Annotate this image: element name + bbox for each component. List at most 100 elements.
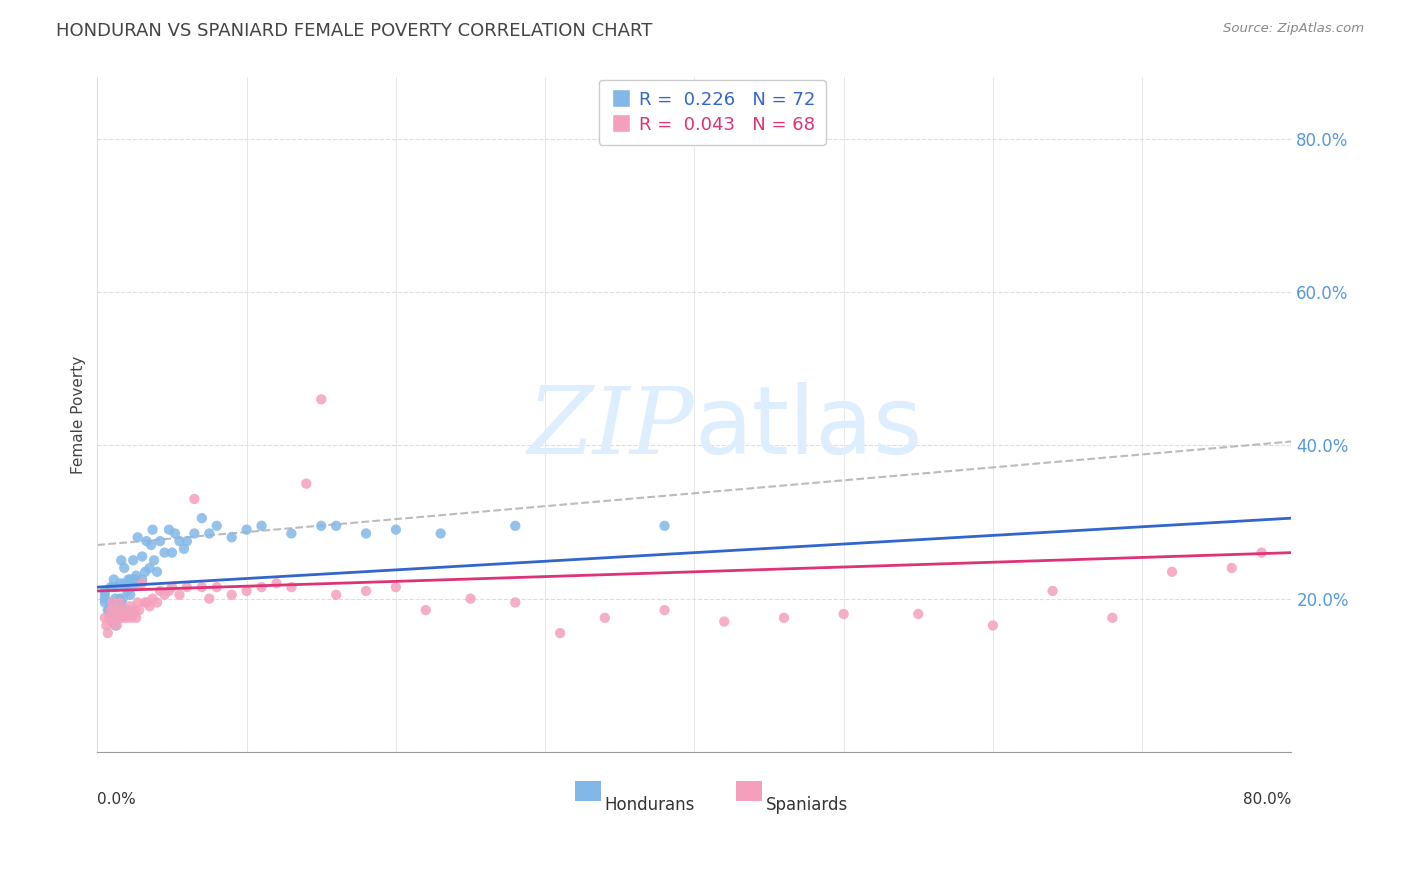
Point [96,618,118,632]
Point [169,588,191,602]
Point [122,553,145,567]
Point [131,573,153,587]
Point [713,615,735,629]
Point [149,584,172,599]
Point [98,603,121,617]
Point [460,591,482,606]
Point [385,580,408,594]
Point [121,611,143,625]
Point [503,518,526,533]
Point [112,576,135,591]
Point [654,603,676,617]
Point [198,591,221,606]
Point [100,603,122,617]
Point [309,392,332,407]
Point [124,573,146,587]
Point [134,565,156,579]
Point [176,534,198,549]
Point [429,526,451,541]
Point [138,561,160,575]
Point [131,576,153,591]
Point [160,580,183,594]
Point [97,603,120,617]
Point [1042,584,1064,599]
Point [98,611,121,625]
Point [415,603,437,617]
Point [110,607,132,621]
Point [157,584,180,599]
Point [593,611,616,625]
Point [146,565,169,579]
Point [773,611,796,625]
Point [235,523,257,537]
Point [111,591,134,606]
Point [183,526,205,541]
Point [94,584,117,599]
Point [138,599,160,614]
Point [191,580,214,594]
Point [108,599,131,614]
Point [139,538,162,552]
Point [198,526,221,541]
Point [94,595,117,609]
Point [191,511,214,525]
Point [1161,565,1184,579]
Point [115,603,138,617]
Point [127,530,149,544]
Point [153,588,176,602]
Bar [737,780,762,801]
Point [94,591,117,606]
Point [100,580,122,594]
Point [176,580,198,594]
Text: Hondurans: Hondurans [605,796,695,814]
Point [309,518,332,533]
Point [503,595,526,609]
Point [1220,561,1243,575]
Y-axis label: Female Poverty: Female Poverty [72,356,86,474]
Point [110,553,132,567]
Point [654,518,676,533]
Point [128,603,150,617]
Point [183,491,205,506]
Point [127,595,149,609]
Point [1101,611,1123,625]
Text: 80.0%: 80.0% [1243,792,1292,807]
Point [131,549,153,564]
Point [143,553,166,567]
Point [98,611,121,625]
Point [101,615,124,629]
Point [120,573,142,587]
Point [121,580,143,594]
Point [173,541,195,556]
Point [94,611,117,625]
Point [104,591,127,606]
Point [104,611,127,625]
Point [325,588,347,602]
Text: HONDURAN VS SPANIARD FEMALE POVERTY CORRELATION CHART: HONDURAN VS SPANIARD FEMALE POVERTY CORR… [56,22,652,40]
Text: atlas: atlas [695,382,922,475]
Point [280,580,302,594]
Point [221,588,243,602]
Point [250,580,273,594]
Point [115,584,138,599]
Point [101,599,124,614]
Point [108,611,131,625]
Point [134,595,156,609]
Point [235,584,257,599]
Point [354,526,377,541]
Point [107,595,129,609]
Point [103,573,125,587]
Point [125,611,148,625]
Point [101,580,124,594]
Point [120,599,142,614]
Point [122,607,145,621]
Point [105,580,128,594]
Point [169,534,191,549]
Point [114,603,136,617]
Point [354,584,377,599]
Point [205,580,228,594]
Point [108,576,131,591]
Point [266,576,288,591]
Point [907,607,929,621]
Point [94,588,117,602]
